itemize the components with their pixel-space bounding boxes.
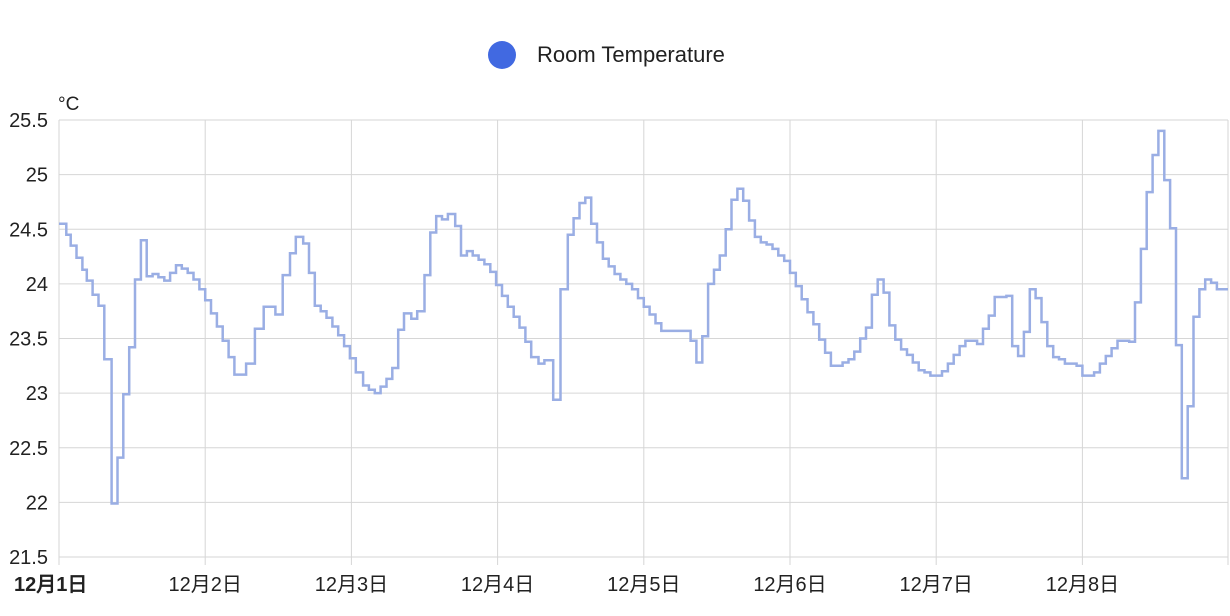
- y-tick-label: 23: [26, 383, 48, 405]
- y-tick-label: 24.5: [9, 219, 48, 241]
- y-tick-label: 21.5: [9, 547, 48, 569]
- x-tick-label: 12月6日: [753, 574, 826, 596]
- legend-label-room-temperature: Room Temperature: [537, 42, 725, 67]
- x-axis-ticks: 12月1日 12月2日 12月3日 12月4日 12月5日 12月6日 12月7日 12月8日: [14, 574, 1119, 596]
- y-tick-label: 22.5: [9, 438, 48, 460]
- x-tick-label: 12月3日: [315, 574, 388, 596]
- x-tick-label: 12月5日: [607, 574, 680, 596]
- y-tick-label: 24: [26, 274, 48, 296]
- legend-marker-room-temperature: [488, 41, 516, 69]
- y-tick-label: 25.5: [9, 110, 48, 132]
- y-axis-ticks: 21.5 22 22.5 23 23.5 24 24.5 25 25.5: [9, 110, 48, 569]
- x-tick-label: 12月7日: [900, 574, 973, 596]
- x-gridlines: [58, 120, 1229, 565]
- y-tick-label: 22: [26, 492, 48, 514]
- y-tick-label: 23.5: [9, 329, 48, 351]
- y-tick-label: 25: [26, 165, 48, 187]
- legend[interactable]: Room Temperature: [488, 41, 725, 69]
- x-tick-label: 12月1日: [14, 574, 87, 596]
- x-tick-label: 12月8日: [1046, 574, 1119, 596]
- series-line-room-temperature[interactable]: [59, 129, 1228, 505]
- x-tick-label: 12月2日: [169, 574, 242, 596]
- x-tick-label: 12月4日: [461, 574, 534, 596]
- y-axis-unit-label: °C: [58, 94, 79, 115]
